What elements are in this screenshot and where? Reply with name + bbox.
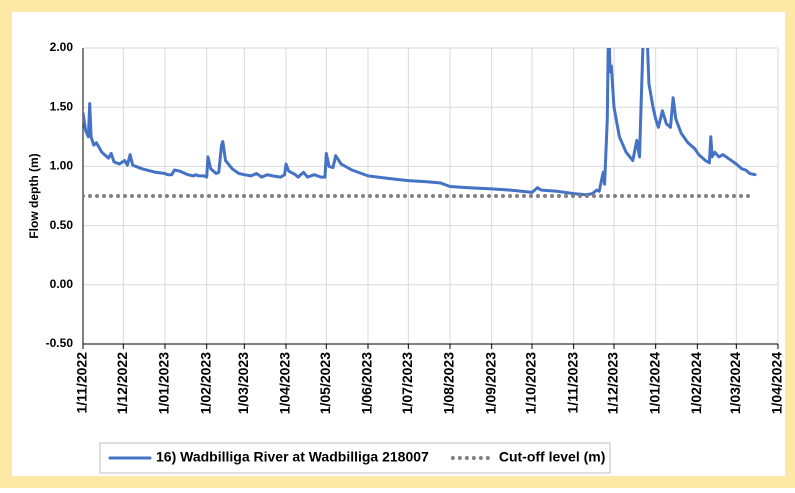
x-tick-label: 1/10/2023 bbox=[523, 352, 539, 414]
series-line bbox=[83, 48, 757, 197]
x-tick-label: 1/01/2023 bbox=[156, 352, 172, 414]
x-tick-label: 1/11/2023 bbox=[564, 352, 580, 414]
x-tick-label: 1/09/2023 bbox=[482, 352, 498, 414]
x-tick-label: 1/12/2023 bbox=[605, 352, 621, 414]
legend bbox=[99, 442, 611, 474]
x-tick-label: 1/03/2023 bbox=[235, 352, 251, 414]
y-tick-label: 0.50 bbox=[50, 218, 74, 232]
x-tick-label: 1/07/2023 bbox=[399, 352, 415, 414]
x-tick-label: 1/05/2023 bbox=[317, 352, 333, 414]
y-tick-label: 2.00 bbox=[50, 40, 74, 54]
legend-label: Cut-off level (m) bbox=[499, 449, 606, 465]
x-tick-label: 1/12/2022 bbox=[114, 352, 130, 414]
y-tick-label: -0.50 bbox=[46, 336, 74, 350]
x-tick-label: 1/11/2022 bbox=[74, 352, 90, 414]
x-tick-label: 1/03/2024 bbox=[727, 352, 743, 414]
x-tick-label: 1/02/2024 bbox=[688, 352, 704, 414]
x-tick-label: 1/01/2024 bbox=[646, 352, 662, 414]
x-tick-label: 1/04/2023 bbox=[277, 352, 293, 414]
legend-label: 16) Wadbilliga River at Wadbilliga 21800… bbox=[156, 449, 429, 465]
x-tick-label: 1/04/2024 bbox=[769, 352, 785, 414]
y-tick-label: 1.50 bbox=[50, 99, 74, 113]
x-tick-label: 1/08/2023 bbox=[441, 352, 457, 414]
y-axis-label: Flow depth (m) bbox=[27, 153, 41, 238]
x-tick-label: 1/02/2023 bbox=[197, 352, 213, 414]
x-tick-label: 1/06/2023 bbox=[359, 352, 375, 414]
y-tick-label: 1.00 bbox=[50, 159, 74, 173]
y-tick-label: 0.00 bbox=[50, 277, 74, 291]
